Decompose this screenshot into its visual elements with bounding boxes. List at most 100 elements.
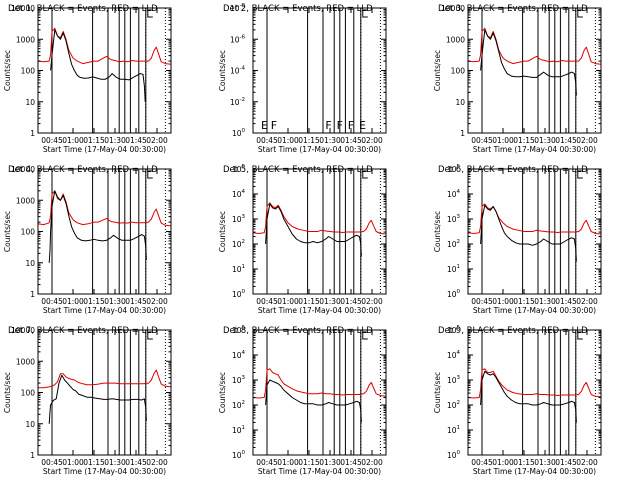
x-tick-label: 01:15 xyxy=(513,458,535,467)
x-tick-label: 00:45 xyxy=(256,458,278,467)
x-tick-label: 00:45 xyxy=(41,297,63,306)
x-tick-label: 01:45 xyxy=(340,136,362,145)
y-tick-label: 105 xyxy=(447,325,461,335)
x-tick-label: 01:30 xyxy=(319,458,341,467)
x-tick-label: 01:45 xyxy=(125,458,147,467)
detector-panel-5: Det 5, BLACK = Events, RED = LLD 100 101 10… xyxy=(218,164,387,315)
lld-series-line xyxy=(38,369,172,389)
x-tick-label: 02:00 xyxy=(146,136,168,145)
saa-bracket-mark xyxy=(147,331,153,340)
events-series-line xyxy=(48,190,147,263)
x-tick-label: 01:15 xyxy=(83,297,105,306)
x-tick-label: 02:00 xyxy=(361,297,383,306)
y-tick-label: 100 xyxy=(232,450,246,460)
panel-title: Det 1, BLACK = Events, RED = LLD xyxy=(8,4,158,14)
saa-bracket-mark xyxy=(362,170,368,179)
plot-frame xyxy=(467,329,602,456)
y-tick-label: 10-2 xyxy=(230,97,245,107)
x-tick-label: 01:15 xyxy=(298,458,320,467)
x-tick-label: 01:00 xyxy=(277,458,299,467)
lld-series-line xyxy=(252,202,387,235)
y-tick-label: 10 xyxy=(455,98,465,107)
x-tick-label: 01:45 xyxy=(340,297,362,306)
plot-frame xyxy=(252,7,387,134)
x-tick-label: 01:30 xyxy=(104,458,126,467)
detector-panel-1: Det 1, BLACK = Events, RED = LLD 1 10 100 10… xyxy=(3,4,172,154)
y-axis-label: Counts/sec xyxy=(3,50,12,91)
lld-series-line xyxy=(37,190,172,227)
x-tick-label: 00:45 xyxy=(471,297,493,306)
y-axis-label: Counts/sec xyxy=(218,211,227,252)
y-tick-label: 1000 xyxy=(446,35,465,44)
attenuator-flag: F xyxy=(325,119,331,132)
x-tick-label: 01:00 xyxy=(277,136,299,145)
lld-series-line xyxy=(467,368,602,399)
y-tick-label: 102 xyxy=(232,400,245,410)
lld-series-line xyxy=(252,368,387,399)
detector-panel-9: Det 9, BLACK = Events, RED = LLD 100 101 10… xyxy=(433,325,602,476)
x-tick-label: 01:45 xyxy=(555,458,577,467)
saa-bracket-mark xyxy=(577,170,583,179)
detector-panel-7: Det 7, BLACK = Events, RED = LLD 1 10 100 10… xyxy=(3,326,172,476)
y-axis-label: Counts/sec xyxy=(3,372,12,413)
x-tick-label: 01:00 xyxy=(492,136,514,145)
y-axis-label: Counts/sec xyxy=(3,211,12,252)
events-series-line xyxy=(48,374,147,424)
attenuator-flag: F xyxy=(271,119,277,132)
y-tick-label: 103 xyxy=(232,214,246,224)
y-tick-label: 105 xyxy=(232,325,246,335)
lld-series-line xyxy=(37,27,172,65)
y-tick-label: 1 xyxy=(30,129,35,138)
x-tick-label: 01:00 xyxy=(62,458,84,467)
panel-title: Det 9, BLACK = Events, RED = LLD xyxy=(438,326,588,336)
lld-series-line xyxy=(467,27,602,65)
x-tick-label: 01:45 xyxy=(125,136,147,145)
y-tick-label: 10000 xyxy=(11,4,35,13)
y-tick-label: 1 xyxy=(460,129,465,138)
y-tick-label: 100 xyxy=(21,228,36,237)
attenuator-flag: E xyxy=(261,119,268,132)
detector-panel-8: Det 8, BLACK = Events, RED = LLD 100 101 10… xyxy=(218,325,387,476)
y-tick-label: 10000 xyxy=(11,326,35,335)
plot-frame xyxy=(37,168,172,295)
y-axis-label: Counts/sec xyxy=(433,50,442,91)
events-series-line xyxy=(265,203,362,257)
saa-bracket-mark xyxy=(362,331,368,340)
y-axis-label: Counts/sec xyxy=(433,372,442,413)
x-axis-label: Start Time (17-May-04 00:30:00) xyxy=(258,145,381,154)
x-tick-label: 00:45 xyxy=(256,136,278,145)
plot-frame xyxy=(252,168,387,295)
events-series-line xyxy=(50,29,146,102)
y-tick-label: 10 xyxy=(25,259,35,268)
y-tick-label: 103 xyxy=(232,375,246,385)
x-tick-label: 00:45 xyxy=(41,136,63,145)
x-tick-label: 01:15 xyxy=(513,297,535,306)
x-tick-label: 01:00 xyxy=(492,297,514,306)
x-axis-label: Start Time (17-May-04 00:30:00) xyxy=(43,145,166,154)
x-tick-label: 02:00 xyxy=(576,458,598,467)
panel-title: Det 3, BLACK = Events, RED = LLD xyxy=(438,4,588,14)
x-tick-label: 00:45 xyxy=(471,458,493,467)
y-axis-label: Counts/sec xyxy=(433,211,442,252)
x-tick-label: 02:00 xyxy=(361,458,383,467)
y-tick-label: 101 xyxy=(232,264,245,274)
panel-title: Det 8, BLACK = Events, RED = LLD xyxy=(223,326,373,336)
x-tick-label: 00:45 xyxy=(41,458,63,467)
y-tick-label: 100 xyxy=(21,389,36,398)
x-axis-label: Start Time (17-May-04 00:30:00) xyxy=(473,306,596,315)
x-axis-label: Start Time (17-May-04 00:30:00) xyxy=(43,467,166,476)
x-tick-label: 02:00 xyxy=(361,136,383,145)
x-axis-label: Start Time (17-May-04 00:30:00) xyxy=(473,467,596,476)
saa-bracket-mark xyxy=(147,170,153,179)
x-tick-label: 01:15 xyxy=(83,136,105,145)
saa-bracket-mark xyxy=(577,331,583,340)
x-axis-label: Start Time (17-May-04 00:30:00) xyxy=(258,467,381,476)
y-tick-label: 101 xyxy=(232,425,245,435)
y-tick-label: 105 xyxy=(232,164,246,174)
y-tick-label: 104 xyxy=(232,189,246,199)
y-tick-label: 104 xyxy=(447,350,461,360)
attenuator-flag: F xyxy=(337,119,343,132)
y-tick-label: 100 xyxy=(232,289,246,299)
